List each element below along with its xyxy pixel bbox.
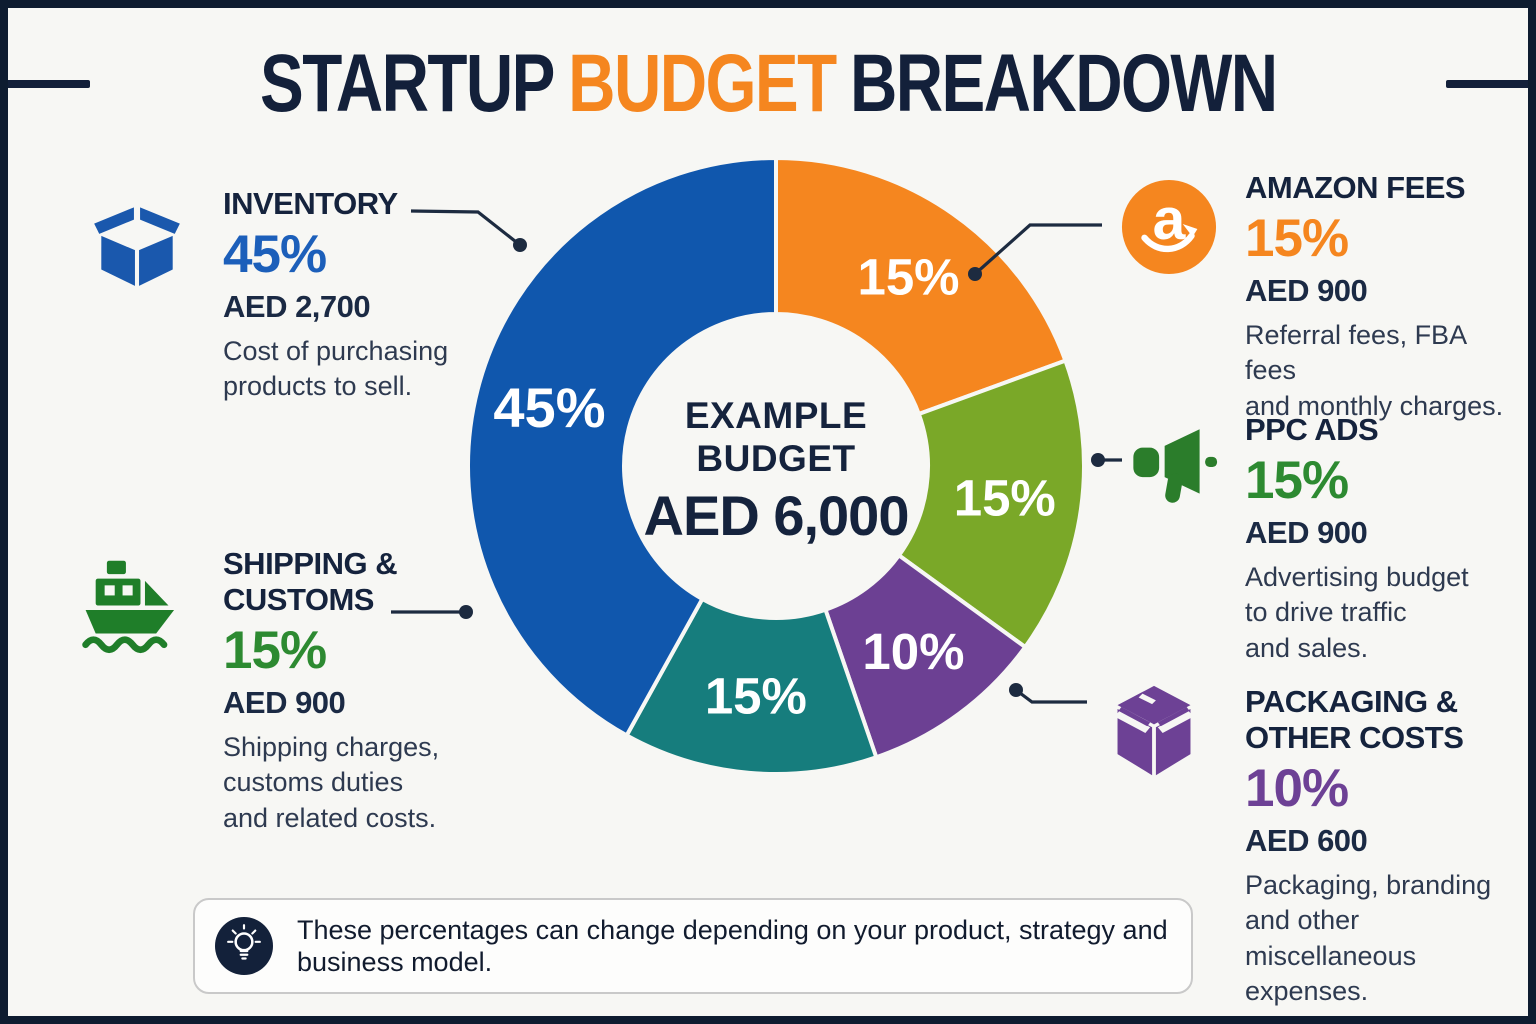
packaging-percent: 10% bbox=[1245, 758, 1349, 818]
slice-label-45%: 45% bbox=[493, 376, 605, 439]
title-dash-right bbox=[1446, 80, 1528, 88]
ppc-description: Advertising budget to drive traffic and … bbox=[1245, 562, 1469, 663]
packaging-description: Packaging, branding and other miscellane… bbox=[1245, 869, 1492, 1007]
page-title: STARTUP BUDGET BREAKDOWN bbox=[253, 43, 1284, 125]
shipping-percent: 15% bbox=[223, 620, 327, 680]
lightbulb-icon bbox=[227, 924, 261, 960]
lightbulb-badge bbox=[215, 917, 273, 975]
packaging-amount: AED 600 bbox=[1245, 822, 1368, 858]
inventory-description: Cost of purchasing products to sell. bbox=[223, 336, 449, 402]
inventory-box-icon bbox=[94, 207, 180, 286]
title-part-breakdown: BREAKDOWN bbox=[849, 38, 1278, 129]
connector-amazon bbox=[973, 223, 1102, 276]
legend-item-shipping: SHIPPING & CUSTOMS 15% AED 900 Shipping … bbox=[223, 546, 503, 836]
ppc-title: PPC ADS bbox=[1245, 412, 1379, 447]
donut-center-text: EXAMPLE BUDGET AED 6,000 bbox=[624, 390, 928, 550]
title-part-budget: BUDGET bbox=[567, 38, 837, 129]
amazon-description: Referral fees, FBA fees and monthly char… bbox=[1245, 320, 1504, 421]
ppc-percent: 15% bbox=[1245, 450, 1349, 510]
legend-item-ppc: PPC ADS 15% AED 900 Advertising budget t… bbox=[1245, 412, 1510, 666]
connector-dot-inventory bbox=[513, 238, 527, 252]
slice-label-15%: 15% bbox=[705, 668, 807, 725]
connector-packaging bbox=[1015, 688, 1087, 704]
amazon-title: AMAZON FEES bbox=[1245, 170, 1466, 205]
center-budget-amount: AED 6,000 bbox=[643, 483, 910, 547]
legend-item-inventory: INVENTORY 45% AED 2,700 Cost of purchasi… bbox=[223, 186, 493, 405]
donut-segment-packaging-other-costs bbox=[823, 553, 1028, 760]
amazon-logo-icon: a bbox=[1121, 179, 1217, 275]
svg-text:a: a bbox=[1153, 187, 1187, 252]
slice-label-10%: 10% bbox=[862, 623, 964, 680]
ppc-amount: AED 900 bbox=[1245, 515, 1368, 550]
slice-label-15%: 15% bbox=[857, 248, 959, 305]
center-line-2: BUDGET bbox=[696, 438, 856, 480]
center-line-1: EXAMPLE bbox=[684, 394, 868, 436]
title-row: STARTUP BUDGET BREAKDOWN bbox=[8, 43, 1528, 125]
inventory-percent: 45% bbox=[223, 224, 327, 284]
packaging-box-icon bbox=[1114, 685, 1194, 776]
ship-icon bbox=[82, 560, 175, 654]
title-dash-left bbox=[8, 80, 90, 88]
connector-dot-packaging bbox=[1009, 683, 1023, 697]
legend-item-amazon: AMAZON FEES 15% AED 900 Referral fees, F… bbox=[1245, 170, 1510, 424]
donut-segment-amazon-fees bbox=[774, 156, 1068, 417]
note-text: These percentages can change depending o… bbox=[297, 914, 1168, 977]
legend-item-packaging: PACKAGING & OTHER COSTS 10% AED 600 Pack… bbox=[1245, 684, 1520, 1009]
amazon-amount: AED 900 bbox=[1245, 273, 1368, 308]
connector-dot-ppc bbox=[1091, 453, 1105, 467]
shipping-amount: AED 900 bbox=[223, 684, 346, 720]
packaging-title: PACKAGING & OTHER COSTS bbox=[1245, 684, 1464, 755]
note-box: These percentages can change depending o… bbox=[193, 898, 1193, 994]
shipping-description: Shipping charges, customs duties and rel… bbox=[223, 731, 440, 833]
inventory-amount: AED 2,700 bbox=[223, 289, 371, 324]
connector-dot-amazon bbox=[968, 267, 982, 281]
slice-label-15%: 15% bbox=[954, 470, 1056, 527]
amazon-percent: 15% bbox=[1245, 208, 1349, 268]
donut-segment-shipping-customs bbox=[624, 596, 879, 776]
title-part-startup: STARTUP bbox=[259, 38, 555, 129]
inventory-title: INVENTORY bbox=[223, 186, 398, 221]
shipping-title: SHIPPING & CUSTOMS bbox=[223, 546, 398, 617]
megaphone-icon bbox=[1133, 429, 1218, 503]
